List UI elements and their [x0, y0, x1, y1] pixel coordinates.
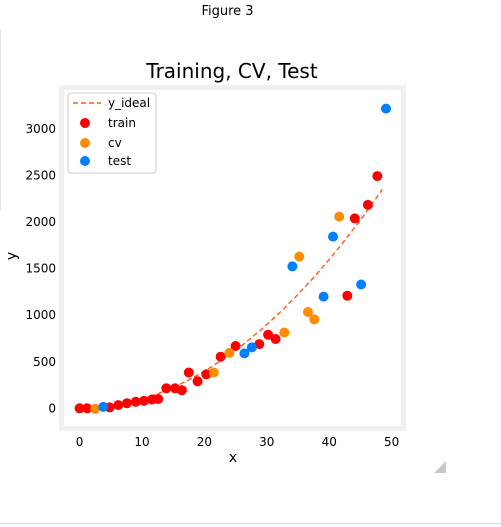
- test-point: [328, 231, 338, 242]
- legend-label-test: test: [108, 154, 131, 168]
- x-tick-label: 40: [322, 435, 337, 449]
- legend-cv-swatch: [80, 138, 90, 148]
- legend: y_ideal train cv test: [67, 92, 157, 174]
- train-point: [82, 403, 93, 414]
- legend-test-swatch: [80, 156, 90, 166]
- y-tick-label: 3000: [25, 122, 56, 136]
- cv-point: [294, 251, 305, 262]
- chart-title: Training, CV, Test: [145, 59, 318, 83]
- scatter-points: [74, 103, 391, 414]
- train-point: [349, 213, 360, 224]
- train-point: [183, 367, 194, 378]
- y-tick-label: 2000: [25, 215, 56, 229]
- train-point: [201, 369, 212, 380]
- cv-point: [224, 347, 235, 358]
- train-point: [270, 334, 281, 344]
- test-point: [98, 401, 109, 412]
- test-point: [356, 279, 367, 290]
- cv-point: [208, 367, 219, 378]
- x-tick-label: 0: [76, 435, 84, 449]
- test-point: [318, 291, 329, 302]
- cv-point: [334, 211, 345, 222]
- train-point: [362, 199, 373, 210]
- legend-train-swatch: [80, 118, 90, 128]
- train-point: [254, 339, 265, 350]
- legend-label-cv: cv: [108, 136, 122, 150]
- resize-grip-icon[interactable]: [434, 461, 446, 473]
- train-point: [176, 385, 187, 396]
- y-tick-label: 1500: [25, 262, 56, 276]
- cv-point: [279, 327, 290, 338]
- window-left-edge: [0, 30, 1, 210]
- legend-label-train: train: [108, 116, 136, 130]
- train-point: [153, 394, 164, 404]
- test-point: [239, 348, 250, 359]
- train-point: [372, 171, 383, 182]
- x-tick-label: 50: [384, 435, 399, 449]
- cv-point: [309, 314, 320, 325]
- y-tick-label: 0: [48, 401, 56, 415]
- train-point: [130, 396, 141, 407]
- train-point: [342, 290, 353, 301]
- test-point: [381, 103, 391, 114]
- train-point: [161, 383, 172, 394]
- y-tick-label: 500: [33, 355, 56, 369]
- legend-box: [67, 92, 157, 174]
- x-tick-label: 20: [197, 435, 212, 449]
- train-point: [122, 398, 132, 409]
- y-axis-label: y: [4, 252, 20, 260]
- x-tick-label: 30: [259, 435, 274, 449]
- y-tick-label: 1000: [25, 308, 56, 322]
- train-point: [230, 341, 241, 351]
- test-point: [246, 342, 257, 353]
- cv-point: [90, 403, 101, 414]
- train-point: [263, 329, 274, 340]
- cv-point: [303, 307, 313, 317]
- legend-label-y-ideal: y_ideal: [108, 96, 150, 110]
- y-tick-label: 2500: [25, 169, 56, 183]
- figure-window-title: Figure 3: [201, 4, 254, 19]
- train-point: [192, 376, 203, 387]
- x-axis-label: x: [229, 450, 237, 466]
- train-point: [113, 400, 124, 411]
- window-bottom-edge: [0, 523, 501, 524]
- train-point: [215, 351, 226, 362]
- x-tick-label: 10: [134, 435, 149, 449]
- test-point: [287, 261, 298, 272]
- train-point: [74, 403, 85, 414]
- train-point: [138, 395, 149, 406]
